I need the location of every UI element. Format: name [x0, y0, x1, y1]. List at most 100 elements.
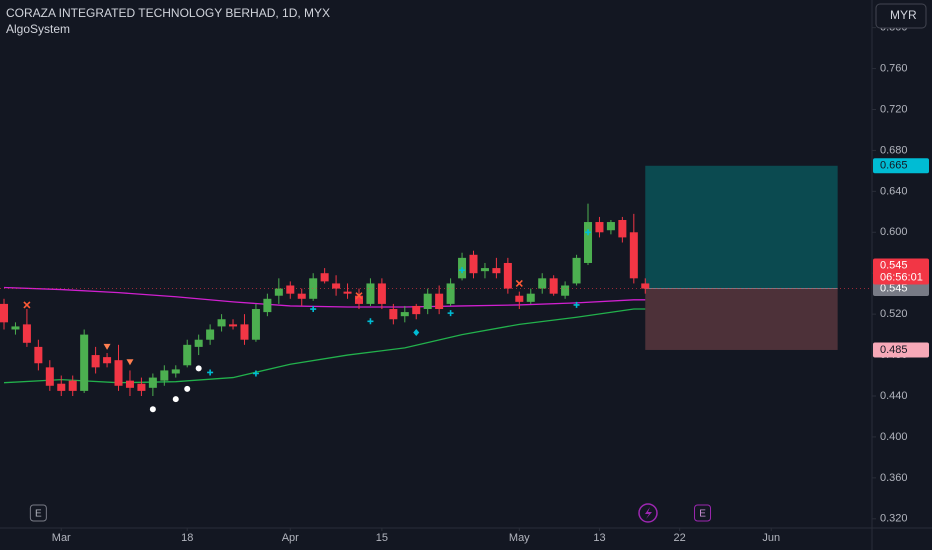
candle-body: [22, 324, 31, 343]
y-tick-label: 0.600: [880, 226, 908, 238]
candle-body: [435, 293, 444, 310]
candle-body: [492, 268, 501, 274]
y-tick-label: 0.720: [880, 103, 908, 115]
entry-price-label: 0.545: [880, 282, 908, 294]
signal-plus: [367, 318, 374, 325]
signal-diamond: [413, 329, 420, 337]
y-tick-label: 0.320: [880, 513, 908, 525]
signal-plus: [459, 267, 466, 274]
candle-body: [171, 369, 180, 374]
candle-body: [549, 278, 558, 294]
signal-dot: [149, 406, 156, 413]
signal-dot: [195, 365, 202, 372]
candle-body: [332, 283, 341, 289]
signal-dot: [172, 396, 179, 403]
candle-body: [561, 285, 570, 296]
candle-body: [389, 309, 398, 320]
signal-plus: [573, 301, 580, 308]
signal-plus: [310, 306, 317, 313]
x-tick-label: May: [509, 532, 530, 544]
candle-body: [137, 383, 146, 391]
time-axis-bg: [0, 528, 872, 550]
candle-body: [125, 380, 134, 388]
candle-body: [80, 334, 89, 391]
lightning-bolt: [645, 507, 652, 519]
candle-body: [538, 278, 547, 289]
candle-body: [641, 283, 650, 289]
event-badge: [29, 504, 47, 522]
candle-body: [320, 273, 329, 282]
candle-body: [515, 295, 524, 302]
y-tick-label: 0.640: [880, 185, 908, 197]
last-price-label: 0.545: [880, 259, 908, 271]
x-tick-label: 13: [593, 532, 605, 544]
chart-title: CORAZA INTEGRATED TECHNOLOGY BERHAD, 1D,…: [6, 6, 330, 20]
indicator-name: AlgoSystem: [6, 22, 70, 36]
candle-body: [194, 339, 203, 347]
y-tick-label: 0.760: [880, 62, 908, 74]
signal-cross: [355, 292, 363, 300]
candle-body: [68, 380, 77, 391]
target-price-label: 0.665: [880, 160, 908, 172]
signal-triangle: [126, 359, 134, 366]
x-tick-label: 18: [181, 532, 193, 544]
candle-body: [103, 357, 112, 364]
x-tick-label: Apr: [282, 532, 299, 544]
candle-body: [114, 360, 123, 386]
candle-body: [595, 222, 604, 233]
currency-label[interactable]: MYR: [890, 8, 917, 22]
y-tick-label: 0.440: [880, 390, 908, 402]
candle-body: [400, 312, 409, 317]
currency-button[interactable]: [875, 3, 927, 29]
profit-zone: [645, 165, 838, 289]
event-label: E: [35, 509, 42, 520]
signal-plus: [252, 370, 259, 377]
candle-body: [91, 355, 100, 368]
candle-body: [606, 222, 615, 231]
candle-body: [343, 291, 352, 294]
candle-body: [354, 295, 363, 304]
y-tick-label: 0.360: [880, 472, 908, 484]
signal-cross: [515, 279, 523, 288]
candle-body: [183, 344, 192, 366]
loss-zone: [645, 288, 838, 350]
signal-plus: [447, 310, 454, 317]
candle-body: [0, 303, 9, 323]
candle-body: [251, 309, 260, 340]
candle-body: [503, 262, 512, 289]
stop-price-label: 0.485: [880, 344, 908, 356]
candle-body: [263, 298, 272, 313]
x-tick-label: 15: [376, 532, 388, 544]
y-tick-label: 0.400: [880, 431, 908, 443]
event-label: E: [699, 509, 706, 520]
x-tick-label: 22: [673, 532, 685, 544]
candle-body: [11, 326, 20, 330]
event-badge: [694, 504, 712, 522]
candle-body: [469, 254, 478, 274]
signal-dot: [184, 385, 191, 392]
candle-body: [377, 283, 386, 304]
signal-plus: [207, 369, 214, 376]
candle-body: [297, 293, 306, 299]
last-price-box: [873, 258, 929, 285]
y-tick-label: 0.680: [880, 144, 908, 156]
x-tick-label: Jun: [762, 532, 780, 544]
candle-body: [446, 283, 455, 304]
candle-body: [309, 278, 318, 299]
countdown-label: 06:56:01: [880, 271, 923, 283]
candle-body: [572, 257, 581, 284]
lightning-icon[interactable]: [638, 503, 658, 523]
signal-cross: [23, 301, 31, 309]
candle-body: [206, 329, 215, 340]
x-tick-label: Mar: [52, 532, 71, 544]
signal-triangle: [103, 343, 111, 350]
candle-body: [229, 324, 238, 327]
candle-body: [45, 367, 54, 386]
candle-body: [629, 232, 638, 279]
stop-price-label-box: [873, 342, 929, 358]
candle-body: [412, 305, 421, 315]
candle-body: [423, 293, 432, 310]
candle-body: [480, 268, 489, 272]
candle-body: [366, 283, 375, 304]
candle-body: [240, 324, 249, 340]
